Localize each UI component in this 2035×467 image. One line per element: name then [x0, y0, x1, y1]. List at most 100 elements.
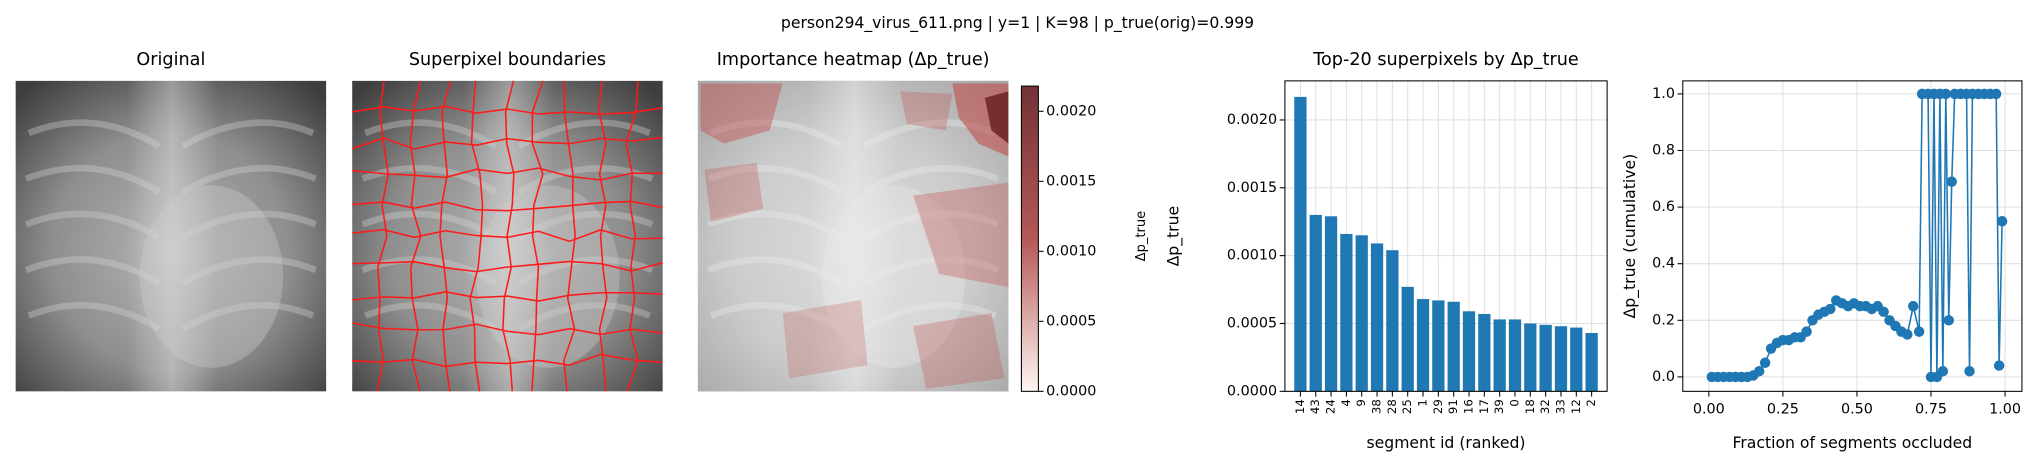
- point: [1913, 326, 1925, 337]
- colorbar-tick-label: 0.0000: [1046, 383, 1096, 399]
- y-tick-label: 0.0005: [1227, 315, 1277, 331]
- point: [1943, 315, 1954, 326]
- x-tick-label: 38: [1370, 399, 1384, 414]
- panel-title: Importance heatmap (Δp_true): [717, 50, 990, 70]
- bar: [1539, 324, 1552, 392]
- x-tick-label: 2: [1584, 399, 1598, 406]
- bar: [1355, 235, 1368, 392]
- boundary: [352, 200, 663, 212]
- point: [1759, 357, 1771, 368]
- point: [1937, 366, 1949, 377]
- point: [1940, 88, 1952, 100]
- x-axis-label: segment id (ranked): [1367, 433, 1526, 452]
- point: [1996, 216, 2008, 227]
- x-tick-label: 0.75: [1915, 402, 1947, 418]
- colorbar-tick-label: 0.0005: [1046, 313, 1096, 329]
- y-tick-label: 0.0020: [1227, 112, 1277, 128]
- x-tick-label: 18: [1523, 399, 1537, 414]
- heatmap-wash: [697, 80, 1009, 392]
- bar: [1554, 326, 1568, 392]
- colorbar-tick-label: 0.0015: [1046, 173, 1096, 189]
- bar: [1462, 311, 1476, 392]
- axes-frame: [1682, 80, 2023, 392]
- boundary: [352, 260, 663, 273]
- bar: [1370, 243, 1384, 392]
- point: [1753, 366, 1765, 377]
- y-axis-label: Δp_true: [1164, 206, 1184, 267]
- x-tick-label: 91: [1446, 399, 1460, 414]
- bar: [1401, 286, 1414, 392]
- x-tick-label: 17: [1477, 399, 1491, 414]
- x-tick-label: 29: [1431, 399, 1445, 414]
- panel-title: Original: [136, 50, 205, 70]
- y-tick-label: 1.0: [1652, 86, 1675, 102]
- boundary: [502, 80, 515, 392]
- bar: [1524, 323, 1537, 392]
- x-tick-label: 33: [1553, 399, 1567, 414]
- x-tick-label: 16: [1462, 399, 1476, 414]
- superpixel-boundaries: [351, 80, 663, 392]
- boundary: [598, 80, 608, 392]
- bar: [1340, 233, 1353, 392]
- colorbar: [1020, 85, 1039, 392]
- point: [1825, 303, 1836, 315]
- y-tick-label: 0.0000: [1227, 383, 1277, 399]
- boundary: [563, 80, 576, 392]
- x-tick-label: 1: [1416, 399, 1430, 406]
- y-tick-label: 0.0: [1652, 369, 1675, 385]
- colorbar-tick-label: 0.0020: [1046, 103, 1096, 119]
- colorbar-tick-label: 0.0010: [1046, 243, 1096, 259]
- y-tick-label: 0.2: [1652, 312, 1675, 328]
- y-tick-label: 0.8: [1652, 142, 1675, 158]
- y-tick-label: 0.4: [1652, 256, 1675, 272]
- x-tick-label: 1.00: [1989, 402, 2021, 418]
- boundary: [531, 80, 544, 392]
- x-tick-label: 0.25: [1767, 402, 1799, 418]
- heatmap-patches: [700, 83, 1009, 389]
- x-tick-label: 4: [1339, 399, 1353, 406]
- x-axis-label: Fraction of segments occluded: [1733, 433, 1973, 452]
- x-tick-label: 39: [1492, 399, 1506, 414]
- bar: [1478, 313, 1491, 392]
- boundary: [352, 291, 663, 302]
- x-tick-label: 0: [1507, 399, 1521, 406]
- x-tick-label: 0.50: [1841, 402, 1873, 418]
- x-tick-label: 32: [1538, 399, 1552, 414]
- axes-frame: [1284, 80, 1608, 392]
- boundary: [351, 136, 663, 150]
- suptitle: person294_virus_611.png | y=1 | K=98 | p…: [781, 13, 1254, 33]
- x-tick-label: 0.00: [1693, 402, 1725, 418]
- bar: [1324, 216, 1338, 392]
- x-tick-label: 24: [1324, 399, 1338, 414]
- point: [1801, 326, 1812, 337]
- bar: [1416, 299, 1430, 392]
- x-tick-label: 28: [1385, 399, 1399, 414]
- point: [1902, 329, 1913, 340]
- boundary: [352, 322, 663, 336]
- bar: [1508, 319, 1522, 392]
- point: [1990, 88, 2002, 100]
- boundary: [352, 353, 663, 368]
- boundary: [376, 80, 390, 392]
- x-tick-label: 9: [1354, 399, 1368, 406]
- y-tick-label: 0.6: [1652, 199, 1675, 215]
- bar: [1432, 300, 1445, 392]
- point: [1878, 306, 1889, 318]
- bar: [1447, 301, 1460, 392]
- boundary: [352, 167, 663, 181]
- x-tick-label: 14: [1293, 399, 1307, 414]
- y-tick-label: 0.0010: [1227, 248, 1277, 264]
- bar: [1493, 319, 1506, 392]
- chart-title: Top-20 superpixels by Δp_true: [1312, 50, 1578, 70]
- point: [1964, 366, 1975, 377]
- bar: [1309, 214, 1322, 392]
- colorbar-label: Δp_true: [1134, 211, 1149, 261]
- y-axis-label: Δp_true (cumulative): [1620, 154, 1640, 319]
- bar: [1570, 327, 1583, 392]
- point: [1946, 176, 1957, 187]
- bar: [1585, 332, 1598, 392]
- point: [1908, 300, 1919, 312]
- x-tick-label: 12: [1569, 399, 1583, 414]
- point: [1993, 360, 2005, 371]
